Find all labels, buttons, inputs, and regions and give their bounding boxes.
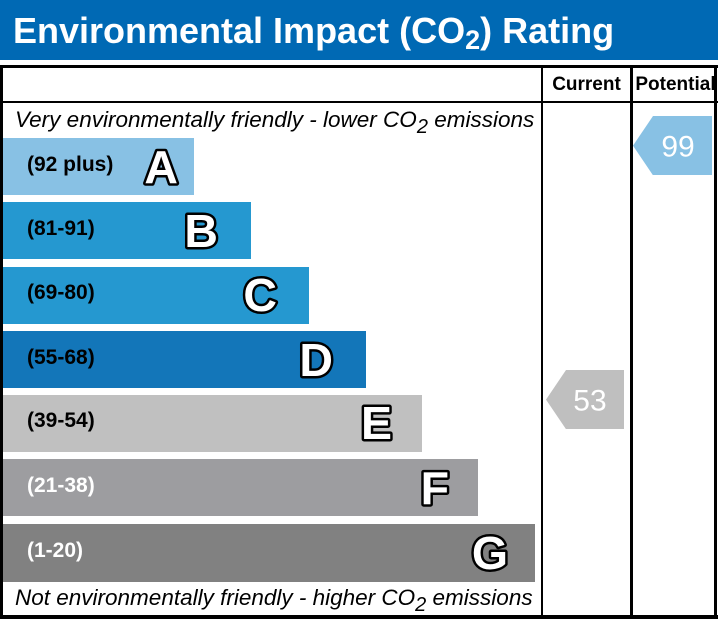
svg-text:E: E xyxy=(360,399,391,447)
svg-text:A: A xyxy=(145,143,179,191)
svg-text:B: B xyxy=(185,207,219,255)
svg-text:G: G xyxy=(472,529,508,577)
svg-text:D: D xyxy=(299,336,333,384)
svg-text:C: C xyxy=(243,271,277,319)
svg-text:F: F xyxy=(421,464,449,512)
svg-text:99: 99 xyxy=(661,130,694,163)
svg-text:53: 53 xyxy=(573,384,606,417)
